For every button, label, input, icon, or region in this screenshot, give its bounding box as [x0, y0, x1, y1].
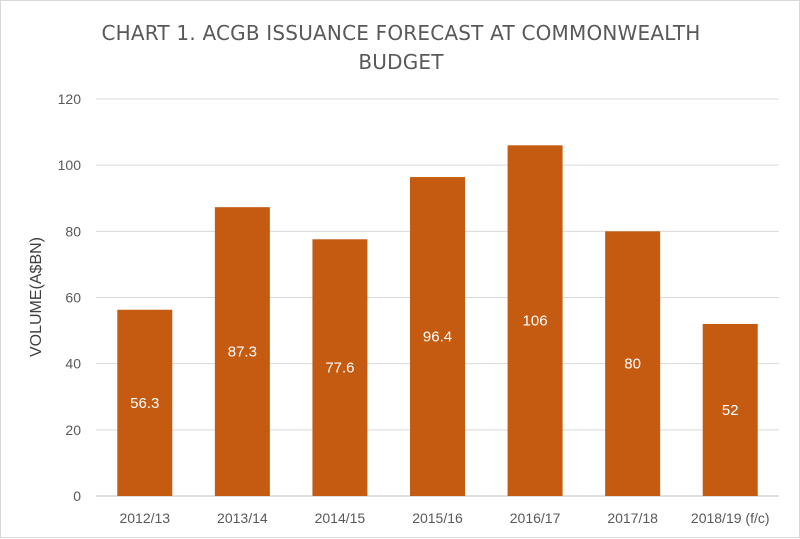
bar: [117, 309, 173, 496]
x-tick-label: 2018/19 (f/c): [691, 510, 770, 526]
data-label: 96.4: [423, 329, 452, 346]
bar: [410, 177, 465, 496]
x-tick-label: 2017/18: [607, 510, 658, 526]
data-label: 52: [722, 402, 739, 419]
chart-title: CHART 1. ACGB ISSUANCE FORECAST AT COMMO…: [101, 19, 701, 77]
y-tick-label: 100: [58, 157, 82, 173]
data-label: 87.3: [228, 344, 257, 361]
data-labels: 56.3 87.3 77.6 96.4 106 80 52: [130, 313, 738, 419]
bar: [605, 231, 661, 497]
data-label: 77.6: [325, 360, 354, 377]
y-tick-label: 60: [65, 290, 81, 306]
data-label: 80: [624, 356, 641, 373]
chart-title-line-1: CHART 1. ACGB ISSUANCE FORECAST AT COMMO…: [101, 21, 701, 45]
y-tick-label: 40: [65, 356, 81, 372]
bar: [312, 239, 368, 497]
x-tick-label: 2016/17: [510, 510, 561, 526]
x-axis-ticks: 2012/13 2013/14 2014/15 2015/16 2016/17 2017/…: [119, 510, 769, 526]
bar: [507, 145, 563, 497]
x-tick-label: 2012/13: [119, 510, 170, 526]
bar: [214, 207, 270, 496]
y-axis-ticks: 0 20 40 60 80 100 120: [58, 91, 82, 504]
bar: [702, 323, 758, 496]
x-tick-label: 2013/14: [217, 510, 268, 526]
x-tick-label: 2015/16: [412, 510, 463, 526]
chart-title-line-2: BUDGET: [358, 50, 444, 74]
x-tick-label: 2014/15: [315, 510, 366, 526]
y-tick-label: 80: [65, 223, 81, 239]
data-label: 56.3: [130, 395, 159, 412]
bars: [117, 145, 758, 497]
y-tick-label: 120: [58, 91, 82, 107]
y-tick-label: 0: [73, 488, 81, 504]
y-tick-label: 20: [65, 422, 81, 438]
data-label: 106: [523, 313, 548, 330]
